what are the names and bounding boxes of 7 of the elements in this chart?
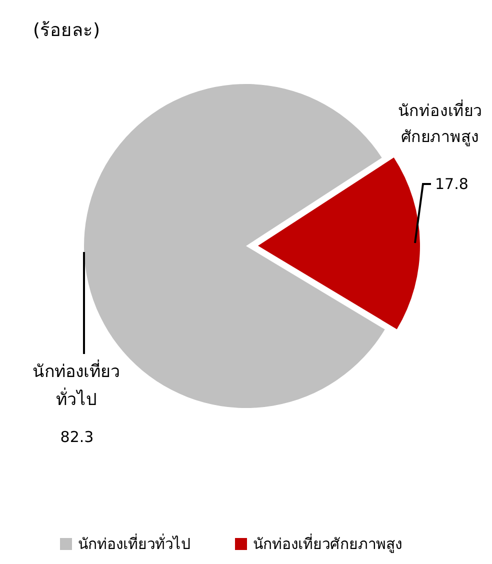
data-label: 17.8 xyxy=(435,175,468,193)
data-label: 82.3 xyxy=(60,428,94,446)
chart-title: (ร้อยละ) xyxy=(33,20,100,41)
slice-label: นักท่องเที่ยวทั่วไป xyxy=(32,358,122,412)
legend-label: นักท่องเที่ยวทั่วไป xyxy=(78,533,191,553)
legend-label: นักท่องเที่ยวศักยภาพสูง xyxy=(253,533,402,553)
slice-label: นักท่องเที่ยวศักยภาพสูง xyxy=(397,98,483,148)
